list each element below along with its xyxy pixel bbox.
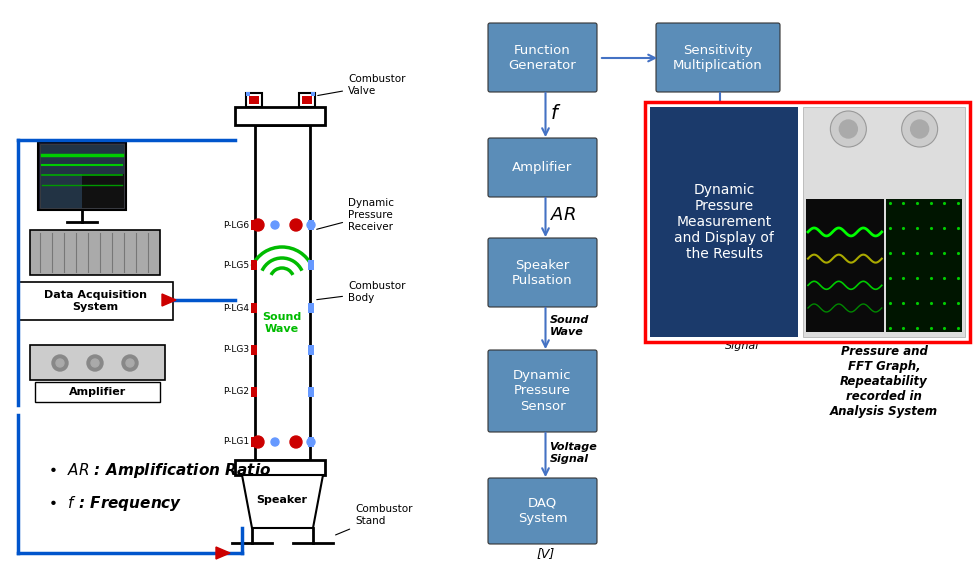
FancyBboxPatch shape [488, 138, 596, 197]
Text: Sound
Wave: Sound Wave [549, 315, 588, 337]
Bar [251, 260, 257, 270]
FancyBboxPatch shape [656, 23, 780, 92]
Bar [311, 92, 315, 96]
Bar [308, 220, 314, 230]
Text: Combustor
Stand: Combustor Stand [335, 504, 412, 535]
Polygon shape [216, 547, 230, 559]
Text: Sound
Wave: Sound Wave [262, 312, 301, 333]
Bar [255, 125, 310, 460]
Circle shape [829, 111, 866, 147]
Bar [40, 144, 124, 208]
Text: Sensitivity
Multiplication: Sensitivity Multiplication [672, 43, 762, 71]
Text: Speaker: Speaker [256, 495, 307, 505]
Circle shape [290, 219, 302, 231]
Text: Voltage
Signal: Voltage Signal [549, 442, 597, 464]
Circle shape [252, 436, 264, 448]
Bar [251, 220, 257, 230]
Bar [650, 107, 797, 337]
Text: Function
Generator: Function Generator [508, 43, 575, 71]
Text: Digital
Signal: Digital Signal [724, 329, 761, 351]
Text: Amplifier: Amplifier [512, 161, 573, 174]
Bar [251, 345, 257, 355]
Bar [30, 230, 160, 275]
Text: $\mathit{AR}$: $\mathit{AR}$ [549, 206, 575, 224]
Text: Data Analysis
System: Data Analysis System [672, 164, 763, 192]
Circle shape [910, 120, 928, 138]
Text: [V]: [V] [535, 547, 554, 560]
Text: [V]: [V] [723, 108, 740, 118]
Bar [251, 437, 257, 447]
Text: P-LG6: P-LG6 [223, 221, 249, 230]
Bar [234, 107, 324, 125]
Text: P-LG3: P-LG3 [223, 345, 249, 355]
Bar [249, 96, 259, 104]
Circle shape [52, 355, 68, 371]
Bar [30, 345, 165, 380]
FancyBboxPatch shape [488, 350, 596, 432]
Bar [308, 437, 314, 447]
Circle shape [271, 438, 278, 446]
Text: Dynamic
Pressure
Sensor: Dynamic Pressure Sensor [513, 369, 572, 413]
Circle shape [56, 359, 64, 367]
Bar [805, 198, 883, 332]
Bar [18, 282, 173, 320]
Text: Pressure and
FFT Graph,
Repeatability
recorded in
Analysis System: Pressure and FFT Graph, Repeatability re… [829, 345, 937, 418]
Text: P-LG1: P-LG1 [223, 438, 249, 446]
Circle shape [91, 359, 99, 367]
Circle shape [290, 436, 302, 448]
Bar [251, 303, 257, 313]
Circle shape [271, 221, 278, 229]
Text: Dynamic
Pressure
Measurement
and Display of
the Results: Dynamic Pressure Measurement and Display… [673, 182, 773, 262]
FancyBboxPatch shape [488, 23, 596, 92]
Bar [802, 107, 964, 337]
Text: Combustor
Valve: Combustor Valve [318, 74, 405, 96]
Text: $\mathit{f}$: $\mathit{f}$ [549, 104, 560, 123]
FancyBboxPatch shape [488, 238, 596, 307]
Bar [645, 102, 969, 342]
Text: Dynamic
Pressure
Receiver: Dynamic Pressure Receiver [317, 198, 394, 231]
Circle shape [307, 438, 315, 446]
FancyBboxPatch shape [488, 478, 596, 544]
Bar [246, 92, 250, 96]
Text: P-LG5: P-LG5 [223, 260, 249, 270]
Bar [38, 142, 126, 210]
Text: P-LG2: P-LG2 [223, 388, 249, 397]
Text: Speaker
Pulsation: Speaker Pulsation [512, 259, 573, 287]
Bar [308, 345, 314, 355]
Text: X $\mathit{Sensitivity}$: X $\mathit{Sensitivity}$ [723, 118, 794, 132]
Bar [251, 387, 257, 397]
Text: •  $\mathit{f}$ : Frequency: • $\mathit{f}$ : Frequency [48, 494, 183, 513]
Polygon shape [162, 294, 176, 306]
Circle shape [307, 221, 315, 229]
Bar [246, 93, 262, 107]
Polygon shape [241, 475, 322, 528]
Bar [308, 387, 314, 397]
Text: Amplifier: Amplifier [68, 387, 126, 397]
Text: DAQ
System: DAQ System [517, 497, 567, 525]
Circle shape [901, 111, 937, 147]
Circle shape [87, 355, 103, 371]
Bar [35, 382, 160, 402]
Text: P-LG4: P-LG4 [223, 303, 249, 312]
Text: Data Acquisition
System: Data Acquisition System [44, 290, 147, 312]
FancyBboxPatch shape [656, 143, 780, 212]
Circle shape [252, 219, 264, 231]
Bar [82, 174, 124, 208]
Bar [308, 303, 314, 313]
Circle shape [126, 359, 134, 367]
Text: Combustor
Body: Combustor Body [317, 281, 405, 303]
Bar [302, 96, 312, 104]
Bar [308, 260, 314, 270]
Bar [885, 198, 961, 332]
Bar [299, 93, 315, 107]
Circle shape [838, 120, 857, 138]
Bar [234, 460, 324, 475]
Text: •  $\mathit{AR}$ : Amplification Ratio: • $\mathit{AR}$ : Amplification Ratio [48, 461, 271, 480]
Circle shape [122, 355, 138, 371]
